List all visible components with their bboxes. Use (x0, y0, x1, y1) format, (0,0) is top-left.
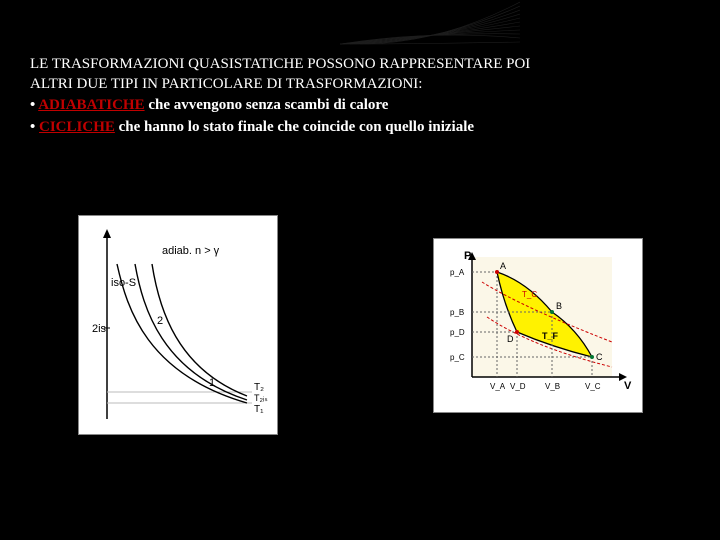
pt-d: D (507, 334, 514, 344)
keyword-cyclic: CICLICHE (39, 119, 115, 135)
bullet-rest: che avvengono senza scambi di calore (145, 97, 389, 113)
tick-vb: V_B (545, 382, 560, 391)
tick-pd: p_D (450, 328, 465, 337)
axis-p: P (464, 250, 471, 262)
text-line-1: LE TRASFORMAZIONI QUASISTATICHE POSSONO … (30, 55, 690, 75)
label-t2is: T₂ᵢₛ (254, 393, 268, 403)
tick-pb: p_B (450, 308, 464, 317)
bullet-cyclic: • CICLICHE che hanno lo stato finale che… (30, 118, 690, 138)
pt-a: A (500, 261, 506, 271)
label-1: 1 (209, 377, 215, 389)
lbl-tf: T_F (542, 331, 559, 341)
label-iso-s: iso-S (111, 277, 136, 289)
label-2: 2 (157, 315, 163, 327)
cycle-diagram: P V p_A p_B p_D p_C V_A V_D V_B V_C A B … (433, 238, 643, 413)
keyword-adiabatic: ADIABATICHE (38, 97, 144, 113)
bullet-prefix: • (30, 119, 39, 135)
bullet-rest: che hanno lo stato finale che coincide c… (115, 119, 474, 135)
tick-vc: V_C (585, 382, 601, 391)
pt-c: C (596, 352, 603, 362)
lbl-tc: T_C (522, 290, 537, 299)
adiabatic-diagram: iso-S adiab. n > γ 2is 2 1 T₂ T₂ᵢₛ T₁ (78, 215, 278, 435)
tick-pa: p_A (450, 268, 465, 277)
bullet-adiabatic: • ADIABATICHE che avvengono senza scambi… (30, 96, 690, 116)
tick-vd: V_D (510, 382, 526, 391)
bullet-prefix: • (30, 97, 38, 113)
label-t1: T₁ (254, 404, 264, 415)
label-t2: T₂ (254, 382, 264, 393)
pt-b: B (556, 301, 562, 311)
label-2is: 2is (92, 323, 107, 335)
diagram-row: iso-S adiab. n > γ 2is 2 1 T₂ T₂ᵢₛ T₁ (0, 215, 720, 435)
slide-text: LE TRASFORMAZIONI QUASISTATICHE POSSONO … (30, 55, 690, 137)
label-adiab: adiab. n > γ (162, 245, 220, 257)
text-line-2: ALTRI DUE TIPI IN PARTICOLARE DI TRASFOR… (30, 75, 690, 95)
tick-va: V_A (490, 382, 506, 391)
slide-decoration (340, 0, 520, 45)
axis-v: V (624, 380, 632, 392)
tick-pc: p_C (450, 353, 465, 362)
